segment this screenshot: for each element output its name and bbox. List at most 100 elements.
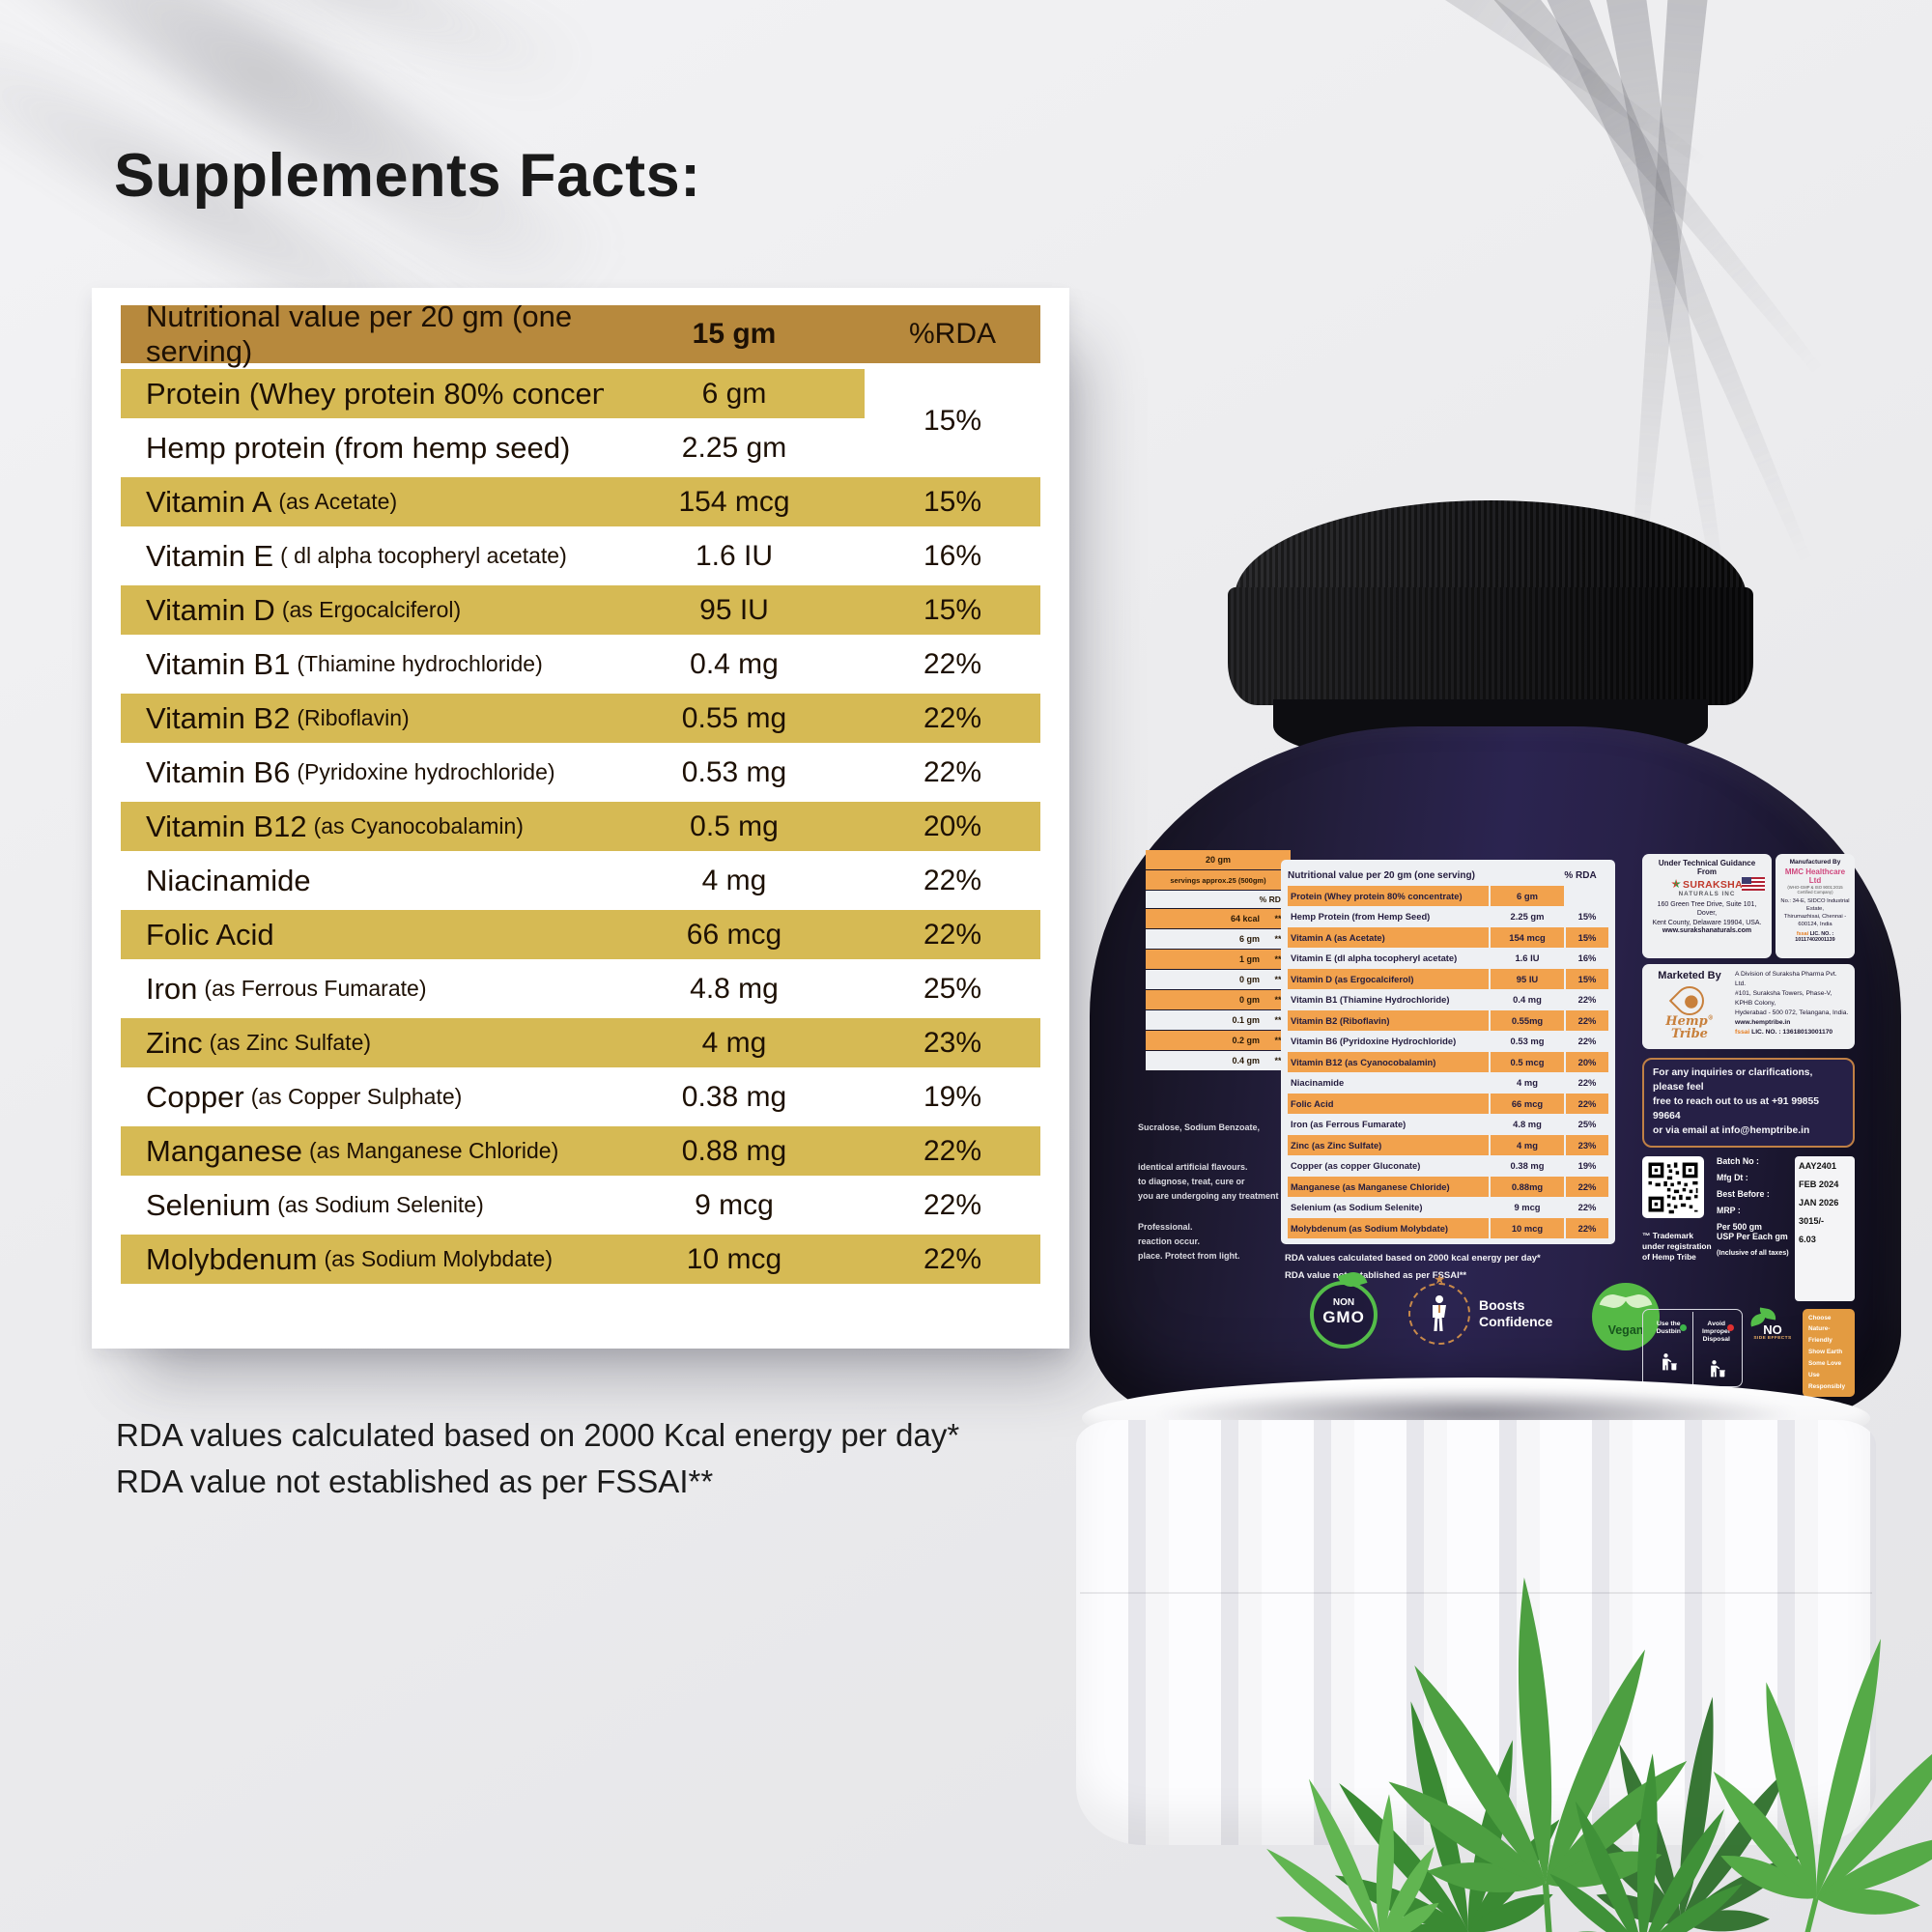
left-panel-row: 64 kcal **	[1146, 909, 1291, 928]
nutrient-rda: 22%	[865, 694, 1040, 743]
table-row: Hemp protein (from hemp seed) 2.25 gm	[121, 423, 1040, 472]
nutrient-value: 2.25 gm	[681, 431, 787, 464]
palm-shadow-ray	[1233, 0, 1790, 246]
table-row: Vitamin B1 (Thiamine hydrochloride) 0.4 …	[121, 639, 1040, 689]
nutrient-value: 4.8 mg	[690, 972, 779, 1005]
footnotes: RDA values calculated based on 2000 Kcal…	[116, 1412, 959, 1505]
figure-icon	[1433, 1295, 1446, 1331]
nutrient-name: Vitamin D (as Ergocalciferol)	[121, 585, 604, 635]
left-panel-row: 0 gm **	[1146, 990, 1291, 1009]
suraksha-box: Under Technical Guidance From SURAKSHA N…	[1642, 854, 1772, 958]
label-table-row: Vitamin B12 (as Cyanocobalamin) 0.5 mcg …	[1288, 1052, 1608, 1072]
label-table-row: Vitamin D (as Ergocalciferol) 95 IU 15%	[1288, 969, 1608, 989]
table-row: Iron (as Ferrous Fumarate) 4.8 mg 25%	[121, 964, 1040, 1013]
left-panel-header: 20 gm	[1146, 850, 1291, 869]
nutrient-value: 154 mcg	[604, 477, 865, 526]
supplement-facts-card: Nutritional value per 20 gm (one serving…	[92, 288, 1069, 1349]
disposal-icons: Use the Dustbin Avoid Improper Disposal	[1642, 1308, 1743, 1388]
label-left-fragments: Sucralose, Sodium Benzoate, identical art…	[1138, 1122, 1291, 1262]
person-icon: ★	[1408, 1271, 1470, 1345]
table-row: Vitamin D (as Ergocalciferol) 95 IU 15%	[121, 585, 1040, 635]
nutrient-value: 0.55 mg	[604, 694, 865, 743]
nutrient-name: Niacinamide	[146, 863, 311, 897]
nutrient-rda: 20%	[865, 802, 1040, 851]
nutrient-name: Vitamin A (as Acetate)	[121, 477, 604, 526]
label-table-rows: Protein (Whey protein 80% concentrate) 6…	[1288, 886, 1608, 1238]
hemp-leaves	[1227, 1468, 1932, 1932]
left-panel-subheader: servings approx.25 (500gm)	[1146, 870, 1291, 890]
dustbin-person-icon	[1662, 1352, 1678, 1371]
no-side-effects-badge: NO SIDE EFFECTS	[1747, 1307, 1798, 1341]
table-row: Folic Acid 66 mcg 22%	[121, 910, 1040, 959]
nutrient-value: 95 IU	[604, 585, 865, 635]
us-flag-icon	[1742, 877, 1765, 891]
table-row: Vitamin A (as Acetate) 154 mcg 15%	[121, 477, 1040, 526]
left-panel-row: 6 gm **	[1146, 929, 1291, 949]
label-table-row: Vitamin B6 (Pyridoxine Hydrochloride) 0.…	[1288, 1031, 1608, 1051]
nutrient-value: 0.38 mg	[681, 1080, 787, 1113]
facts-table-header: Nutritional value per 20 gm (one serving…	[121, 299, 1040, 368]
label-table-row: Vitamin B1 (Thiamine Hydrochloride) 0.4 …	[1288, 989, 1608, 1009]
use-dustbin-label: Use the Dustbin	[1656, 1321, 1681, 1336]
label-nutrition-panel: Nutritional value per 20 gm (one serving…	[1281, 860, 1615, 1244]
label-table-row: Vitamin A (as Acetate) 154 mcg 15%	[1288, 927, 1608, 948]
non-gmo-badge: NON GMO	[1310, 1268, 1378, 1349]
table-row: Vitamin B6 (Pyridoxine hydrochloride) 0.…	[121, 748, 1040, 797]
nutrient-value: 1.6 IU	[695, 539, 774, 572]
nutrient-value: 0.53 mg	[681, 755, 787, 788]
marketed-by-box: Marketed By Hemp® Tribe A Division of Sur…	[1642, 964, 1855, 1049]
facts-table-rows: Protein (Whey protein 80% concentrate 6 …	[121, 369, 1040, 1284]
nutrient-name: Vitamin B6 (Pyridoxine hydrochloride)	[146, 754, 555, 789]
nutrient-rda: 23%	[865, 1018, 1040, 1067]
inquiry-box: For any inquiries or clarifications, ple…	[1642, 1058, 1855, 1148]
footnote: RDA value not established as per FSSAI**	[116, 1463, 714, 1499]
left-panel-row: 0 gm **	[1146, 970, 1291, 989]
table-row: Selenium (as Sodium Selenite) 9 mcg 22%	[121, 1180, 1040, 1230]
nutrient-name: Iron (as Ferrous Fumarate)	[146, 971, 427, 1006]
batch-values: AAY2401 FEB 2024 JAN 2026 3015/- 6.03	[1795, 1155, 1855, 1301]
label-table-row: Protein (Whey protein 80% concentrate) 6…	[1288, 886, 1608, 906]
label-table-row: Zinc (as Zinc Sulfate) 4 mg 23%	[1288, 1135, 1608, 1155]
left-panel-row: 1 gm **	[1146, 950, 1291, 969]
eco-message-box: Choose Nature-Friendly Show Earth Some Lo…	[1803, 1308, 1855, 1397]
nutrient-value: 10 mcg	[604, 1235, 865, 1284]
nutrient-value: 0.4 mg	[690, 647, 779, 680]
nutrient-rda: 16%	[923, 539, 982, 572]
label-table-row: Vitamin B2 (Riboflavin) 0.55mg 22%	[1288, 1010, 1608, 1031]
nutrient-rda: 22%	[923, 647, 982, 680]
pedestal-seam	[1080, 1592, 1872, 1594]
nutrient-name: Vitamin B2 (Riboflavin)	[121, 694, 604, 743]
label-table-header: Nutritional value per 20 gm (one serving…	[1288, 869, 1597, 881]
table-row: Molybdenum (as Sodium Molybdate) 10 mcg …	[121, 1235, 1040, 1284]
header-rda: %RDA	[908, 318, 996, 350]
nutrient-name: Vitamin E ( dl alpha tocopheryl acetate)	[146, 538, 567, 573]
manufacturer-box: Manufactured By MMC Healthcare Ltd (WHO-…	[1776, 854, 1855, 958]
label-table-row: Hemp Protein (from Hemp Seed) 2.25 gm 15…	[1288, 906, 1608, 926]
green-dot-icon	[1679, 1323, 1687, 1331]
nutrient-name: Vitamin B12 (as Cyanocobalamin)	[121, 802, 604, 851]
nutrient-value: 4 mg	[604, 1018, 865, 1067]
boosts-confidence-label: Boosts Confidence	[1479, 1296, 1553, 1330]
table-row: Vitamin B12 (as Cyanocobalamin) 0.5 mg 2…	[121, 802, 1040, 851]
vegan-badge: Vegan	[1592, 1283, 1660, 1350]
left-panel-row: 0.2 gm **	[1146, 1031, 1291, 1050]
facts-table: Nutritional value per 20 gm (one serving…	[121, 299, 1040, 1284]
pinwheel-icon	[1671, 879, 1681, 889]
label-table-row: Selenium (as Sodium Selenite) 9 mcg 22%	[1288, 1197, 1608, 1217]
avoid-disposal-label: Avoid Improper Disposal	[1702, 1321, 1731, 1344]
table-row: Copper (as Copper Sulphate) 0.38 mg 19%	[121, 1072, 1040, 1122]
red-dot-icon	[1727, 1323, 1734, 1331]
nutrient-name: Molybdenum (as Sodium Molybdate)	[121, 1235, 604, 1284]
label-table-row: Vitamin E (dl alpha tocopheryl acetate) …	[1288, 948, 1608, 968]
nutrient-rda: 25%	[923, 972, 982, 1005]
nutrient-name: Protein (Whey protein 80% concentrate	[121, 369, 668, 418]
left-panel-rows: 64 kcal ** 6 gm ** 1 gm ** 0 gm	[1146, 909, 1291, 1070]
disposal-row: Use the Dustbin Avoid Improper Disposal	[1642, 1307, 1855, 1397]
batch-info: ™ Trademark under registration of Hemp Tri…	[1642, 1155, 1855, 1301]
nutrient-rda: 22%	[923, 864, 982, 896]
nutrient-name: Selenium (as Sodium Selenite)	[146, 1187, 484, 1222]
nutrient-rda: 22%	[865, 1126, 1040, 1176]
label-table-row: Iron (as Ferrous Fumarate) 4.8 mg 25%	[1288, 1114, 1608, 1134]
nutrient-name: Copper (as Copper Sulphate)	[146, 1079, 463, 1114]
nutrient-value: 4 mg	[701, 864, 767, 896]
